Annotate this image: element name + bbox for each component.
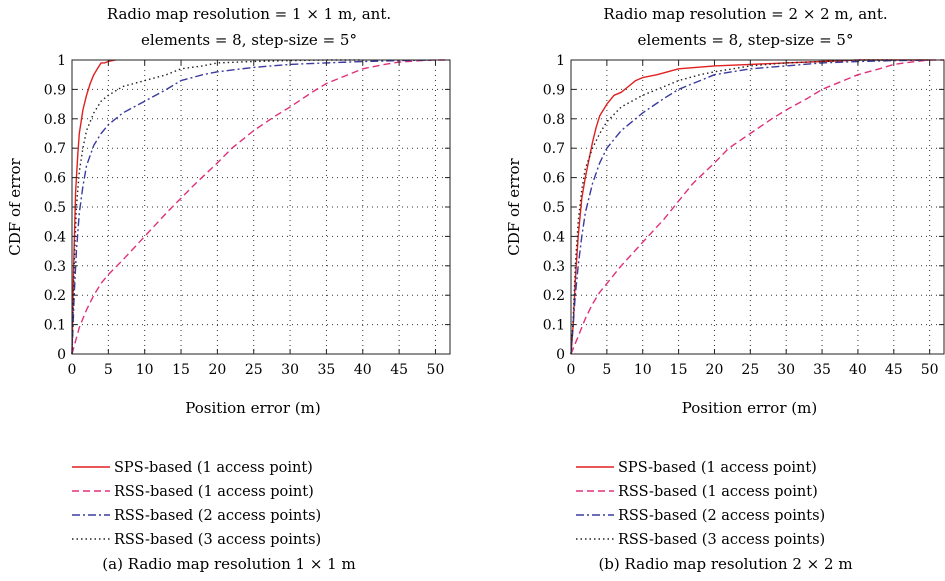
legend-label-2: RSS-based (1 access point)	[618, 484, 818, 500]
x-tick-label: 25	[741, 362, 759, 378]
series-line-1	[71, 59, 116, 355]
figure-caption: (b) Radio map resolution 2 × 2 m	[598, 555, 852, 573]
series-line-3	[71, 59, 436, 355]
y-tick-label: 1	[57, 53, 66, 69]
x-tick-label: 50	[921, 362, 939, 378]
y-tick-label: 0.2	[44, 288, 66, 304]
figure-caption: (a) Radio map resolution 1 × 1 m	[102, 555, 355, 573]
y-tick-label: 0.1	[543, 318, 565, 334]
x-tick-label: 45	[885, 362, 903, 378]
legend-label-4: RSS-based (3 access points)	[114, 532, 321, 548]
series-line-4	[71, 59, 363, 355]
x-tick-label: 15	[172, 362, 190, 378]
x-axis-label: Position error (m)	[682, 399, 817, 417]
x-tick-label: 15	[670, 362, 688, 378]
series-line-4	[570, 59, 894, 355]
y-tick-label: 0.3	[543, 259, 565, 275]
series-line-2	[570, 59, 944, 355]
legend-label-3: RSS-based (2 access points)	[114, 508, 321, 524]
chart-title-line1: Radio map resolution = 1 × 1 m, ant.	[107, 5, 391, 23]
chart-panel-b: Radio map resolution = 2 × 2 m, ant. elem…	[505, 5, 945, 573]
grid	[571, 60, 944, 354]
y-tick-label: 0.4	[44, 229, 66, 245]
chart-title-line2: elements = 8, step-size = 5°	[638, 31, 854, 49]
x-tick-label: 30	[777, 362, 795, 378]
x-axis-label: Position error (m)	[185, 399, 320, 417]
y-tick-label: 0.5	[543, 200, 565, 216]
y-tick-label: 0.7	[44, 141, 66, 157]
y-axis-label: CDF of error	[6, 157, 24, 255]
x-tick-label: 20	[706, 362, 724, 378]
y-tick-label: 0.2	[543, 288, 565, 304]
x-tick-label: 20	[208, 362, 226, 378]
y-tick-label: 0.5	[44, 200, 66, 216]
x-tick-label: 45	[390, 362, 408, 378]
series-line-2	[71, 59, 450, 355]
y-tick-label: 0.9	[543, 82, 565, 98]
series-line-3	[570, 59, 930, 355]
x-tick-label: 50	[427, 362, 445, 378]
legend-label-4: RSS-based (3 access points)	[618, 532, 825, 548]
x-tick-label: 35	[318, 362, 336, 378]
x-tick-label: 40	[354, 362, 372, 378]
x-tick-label: 25	[245, 362, 263, 378]
y-tick-label: 0.6	[44, 171, 66, 187]
x-tick-label: 10	[136, 362, 154, 378]
y-tick-label: 0	[57, 347, 66, 363]
legend-label-2: RSS-based (1 access point)	[114, 484, 314, 500]
chart-title-line2: elements = 8, step-size = 5°	[141, 31, 357, 49]
series-line-1	[570, 59, 930, 355]
x-tick-label: 0	[567, 362, 576, 378]
chart-title-line1: Radio map resolution = 2 × 2 m, ant.	[603, 5, 887, 23]
x-tick-label: 0	[68, 362, 77, 378]
y-tick-label: 0.9	[44, 82, 66, 98]
chart-panel-a: Radio map resolution = 1 × 1 m, ant. elem…	[6, 5, 451, 573]
x-tick-label: 5	[602, 362, 611, 378]
y-tick-label: 0.6	[543, 171, 565, 187]
x-tick-label: 35	[813, 362, 831, 378]
grid	[72, 60, 450, 354]
y-tick-label: 0.1	[44, 318, 66, 334]
y-axis-label: CDF of error	[505, 157, 523, 255]
legend-label-1: SPS-based (1 access point)	[114, 460, 313, 476]
plot-frame	[71, 59, 451, 355]
y-tick-label: 0.7	[543, 141, 565, 157]
y-tick-label: 0.3	[44, 259, 66, 275]
y-tick-label: 0	[556, 347, 565, 363]
legend-label-1: SPS-based (1 access point)	[618, 460, 817, 476]
y-tick-label: 0.4	[543, 229, 565, 245]
x-tick-label: 40	[849, 362, 867, 378]
x-tick-label: 10	[634, 362, 652, 378]
legend: SPS-based (1 access point) RSS-based (1 a…	[576, 460, 825, 548]
x-tick-label: 30	[281, 362, 299, 378]
legend-label-3: RSS-based (2 access points)	[618, 508, 825, 524]
y-tick-label: 0.8	[44, 112, 66, 128]
legend: SPS-based (1 access point) RSS-based (1 a…	[72, 460, 321, 548]
y-tick-label: 0.8	[543, 112, 565, 128]
y-tick-label: 1	[556, 53, 565, 69]
x-tick-label: 5	[104, 362, 113, 378]
